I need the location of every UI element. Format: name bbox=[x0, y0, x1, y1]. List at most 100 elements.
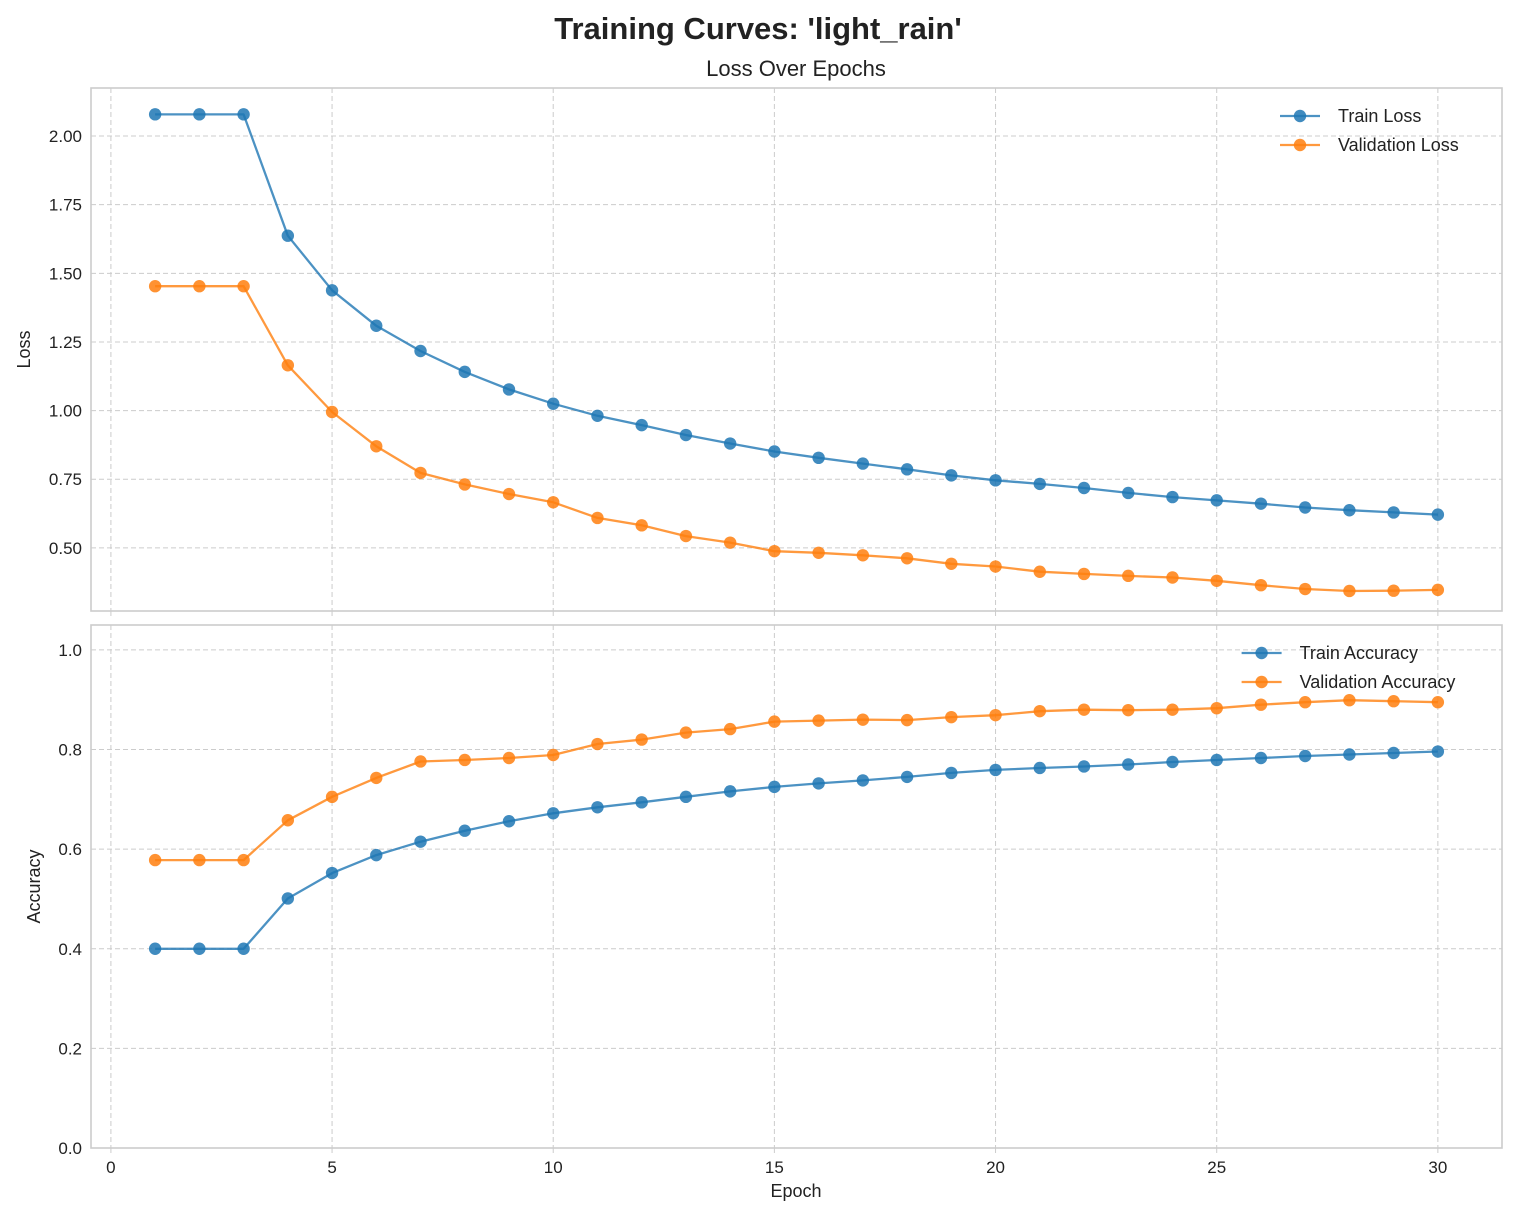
validation-loss-point bbox=[148, 280, 162, 293]
train-loss-point bbox=[679, 428, 693, 442]
train-accuracy-point bbox=[502, 815, 516, 828]
loss-y-axis-label: Loss bbox=[14, 330, 34, 368]
validation-loss-point bbox=[900, 552, 914, 565]
validation-loss-point bbox=[458, 478, 471, 491]
train-accuracy-point bbox=[1343, 748, 1356, 761]
train-loss-point bbox=[237, 108, 250, 121]
validation-accuracy-point bbox=[679, 726, 693, 739]
train-accuracy-point bbox=[1210, 753, 1223, 767]
train-loss-point bbox=[1210, 494, 1223, 507]
validation-loss-point bbox=[635, 519, 648, 532]
accuracy-y-tick-label: 0.0 bbox=[58, 1139, 82, 1158]
accuracy-plot-frame bbox=[90, 624, 1503, 1149]
train-accuracy-point bbox=[547, 807, 560, 820]
accuracy-x-tick-label: 5 bbox=[327, 1158, 336, 1177]
train-loss-point bbox=[856, 457, 870, 470]
validation-accuracy-point bbox=[1431, 696, 1445, 709]
train-accuracy-point bbox=[148, 942, 162, 955]
validation-accuracy-point bbox=[193, 853, 206, 867]
train-accuracy-point bbox=[1431, 745, 1445, 758]
train-loss-point bbox=[989, 474, 1002, 487]
validation-accuracy-point bbox=[325, 790, 339, 804]
loss-y-tick-label: 1.50 bbox=[49, 264, 82, 283]
train-accuracy-point bbox=[237, 942, 250, 955]
train-accuracy-point bbox=[1387, 746, 1400, 760]
validation-accuracy-point bbox=[370, 771, 383, 785]
train-accuracy-point bbox=[414, 835, 427, 848]
train-accuracy-point bbox=[1166, 755, 1179, 769]
validation-loss-point bbox=[1077, 567, 1091, 581]
legend-marker-swatch bbox=[1255, 675, 1268, 689]
train-accuracy-point bbox=[635, 796, 648, 809]
train-accuracy-point bbox=[1033, 761, 1046, 775]
accuracy-x-tick-label: 15 bbox=[765, 1158, 784, 1177]
validation-loss-point bbox=[723, 536, 737, 549]
legend-marker-swatch bbox=[1293, 109, 1307, 123]
legend-marker-swatch bbox=[1255, 646, 1268, 660]
train-loss-point bbox=[812, 451, 825, 465]
validation-loss-point bbox=[989, 560, 1002, 573]
train-accuracy-point bbox=[1298, 749, 1312, 763]
validation-accuracy-point bbox=[237, 853, 250, 867]
accuracy-x-tick-label: 25 bbox=[1207, 1158, 1226, 1177]
train-loss-point bbox=[945, 469, 958, 482]
validation-accuracy-point bbox=[458, 753, 471, 767]
validation-accuracy-point bbox=[945, 710, 958, 724]
validation-accuracy-point bbox=[1387, 695, 1400, 708]
train-accuracy-point bbox=[1122, 758, 1135, 771]
train-accuracy-point bbox=[591, 801, 604, 814]
validation-loss-point bbox=[414, 466, 427, 480]
validation-loss-point bbox=[1210, 574, 1223, 588]
train-accuracy-point bbox=[458, 824, 471, 837]
train-accuracy-point bbox=[1077, 760, 1091, 773]
validation-accuracy-point bbox=[281, 814, 295, 827]
train-loss-point bbox=[193, 108, 206, 121]
train-loss-point bbox=[414, 344, 427, 358]
validation-loss-point bbox=[370, 440, 383, 453]
train-loss-point bbox=[1254, 497, 1268, 510]
train-accuracy-point bbox=[768, 780, 781, 794]
train-loss-point bbox=[723, 437, 737, 450]
accuracy-x-tick-label: 30 bbox=[1428, 1158, 1447, 1177]
validation-loss-point bbox=[1343, 584, 1356, 598]
validation-loss-point bbox=[812, 546, 825, 559]
validation-accuracy-point bbox=[1077, 703, 1091, 716]
accuracy-x-tick-label: 0 bbox=[106, 1158, 115, 1177]
train-accuracy-point bbox=[679, 790, 693, 804]
legend-label: Train Loss bbox=[1338, 106, 1421, 126]
validation-accuracy-point bbox=[1122, 703, 1135, 717]
validation-accuracy-point bbox=[1298, 696, 1312, 709]
validation-accuracy-point bbox=[547, 748, 560, 762]
train-accuracy-point bbox=[812, 777, 825, 790]
train-accuracy-point bbox=[945, 766, 958, 780]
accuracy-y-tick-label: 1.0 bbox=[58, 641, 82, 660]
train-loss-point bbox=[768, 445, 781, 458]
accuracy-y-axis-label: Accuracy bbox=[24, 849, 44, 923]
legend-label: Validation Loss bbox=[1338, 135, 1459, 155]
validation-loss-point bbox=[547, 496, 560, 509]
accuracy-x-axis-label: Epoch bbox=[770, 1181, 821, 1201]
validation-accuracy-line bbox=[155, 699, 1438, 862]
validation-accuracy-series bbox=[148, 694, 1445, 867]
validation-loss-point bbox=[502, 487, 516, 501]
validation-accuracy-point bbox=[989, 708, 1002, 722]
loss-plot-frame bbox=[90, 87, 1503, 612]
accuracy-y-tick-label: 0.2 bbox=[58, 1039, 82, 1058]
train-loss-point bbox=[900, 463, 914, 476]
train-accuracy-series bbox=[148, 745, 1445, 955]
validation-accuracy-point bbox=[148, 853, 162, 867]
validation-loss-point bbox=[1254, 578, 1268, 592]
train-loss-point bbox=[148, 108, 162, 121]
train-loss-point bbox=[281, 229, 295, 242]
validation-accuracy-point bbox=[1166, 703, 1179, 716]
train-loss-point bbox=[1431, 508, 1445, 521]
accuracy-y-tick-label: 0.4 bbox=[58, 940, 82, 959]
train-loss-point bbox=[591, 409, 604, 423]
loss-grid bbox=[91, 88, 1502, 611]
validation-loss-point bbox=[856, 549, 870, 562]
loss-panel-title: Loss Over Epochs bbox=[706, 56, 886, 81]
validation-accuracy-point bbox=[1033, 704, 1046, 718]
validation-loss-point bbox=[1122, 569, 1135, 583]
train-loss-point bbox=[547, 397, 560, 410]
